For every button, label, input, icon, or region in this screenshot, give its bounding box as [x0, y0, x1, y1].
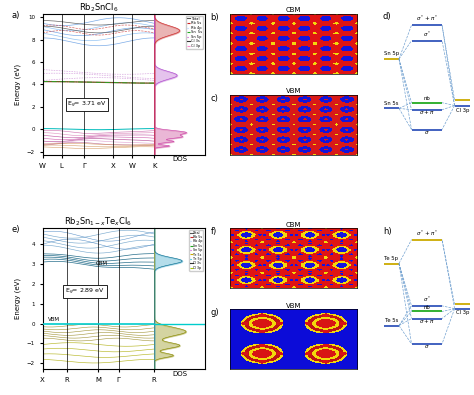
Text: Te 5s: Te 5s: [385, 318, 398, 323]
Text: $\sigma+\pi$: $\sigma+\pi$: [419, 317, 435, 325]
Text: a): a): [11, 11, 20, 20]
X-axis label: DOS: DOS: [172, 156, 187, 162]
Text: $\sigma$: $\sigma$: [424, 343, 429, 350]
Text: f): f): [210, 227, 217, 236]
Y-axis label: Energy (eV): Energy (eV): [15, 278, 21, 319]
Text: e): e): [11, 226, 20, 234]
Text: c): c): [210, 94, 219, 103]
Title: VBM: VBM: [286, 88, 301, 94]
Legend: Total, Rb 5s, Rb 4p, Sn  5s, Sn 5p, Cl 3s, Cl 3p: Total, Rb 5s, Rb 4p, Sn 5s, Sn 5p, Cl 3s…: [185, 16, 203, 49]
Text: CBM: CBM: [96, 261, 108, 266]
Text: Cl 3p: Cl 3p: [456, 310, 469, 315]
Text: nb: nb: [423, 96, 430, 101]
Text: Sn 5s: Sn 5s: [384, 100, 399, 105]
Y-axis label: Energy (eV): Energy (eV): [15, 64, 21, 105]
Text: $\sigma^*+\pi^*$: $\sigma^*+\pi^*$: [416, 229, 438, 238]
Text: $\sigma^*$: $\sigma^*$: [423, 295, 431, 304]
Title: Rb$_2$Sn$_{1-x}$Te$_x$Cl$_6$: Rb$_2$Sn$_{1-x}$Te$_x$Cl$_6$: [64, 216, 133, 228]
Text: $\sigma^*+\pi^*$: $\sigma^*+\pi^*$: [416, 14, 438, 23]
Text: h): h): [383, 227, 392, 236]
Text: $\sigma$: $\sigma$: [424, 129, 429, 136]
Title: CBM: CBM: [286, 222, 301, 228]
Text: Sn 5p: Sn 5p: [384, 51, 399, 56]
Text: $\sigma+\pi$: $\sigma+\pi$: [419, 108, 435, 116]
Title: VBM: VBM: [286, 303, 301, 309]
Text: E$_g$= 3.71 eV: E$_g$= 3.71 eV: [67, 99, 107, 109]
Text: d): d): [383, 13, 392, 21]
Text: VBM: VBM: [48, 317, 60, 322]
Text: b): b): [210, 13, 219, 22]
Text: E$_g$= 2.89 eV: E$_g$= 2.89 eV: [65, 286, 105, 297]
Title: Rb$_2$SnCl$_6$: Rb$_2$SnCl$_6$: [79, 1, 118, 14]
Legend: Total, Rb 5s, Rb 4p, Sn 5s, Sn 5p, Te 5s, Te 5p, Cl 3s, Cl 3p: Total, Rb 5s, Rb 4p, Sn 5s, Sn 5p, Te 5s…: [189, 230, 203, 271]
Text: Cl 3p: Cl 3p: [456, 107, 469, 113]
Text: nb: nb: [423, 305, 430, 310]
Text: g): g): [210, 308, 219, 317]
Title: CBM: CBM: [286, 8, 301, 13]
Text: $\sigma^*$: $\sigma^*$: [423, 30, 431, 39]
X-axis label: DOS: DOS: [172, 371, 187, 377]
Text: Te 5p: Te 5p: [384, 256, 398, 261]
